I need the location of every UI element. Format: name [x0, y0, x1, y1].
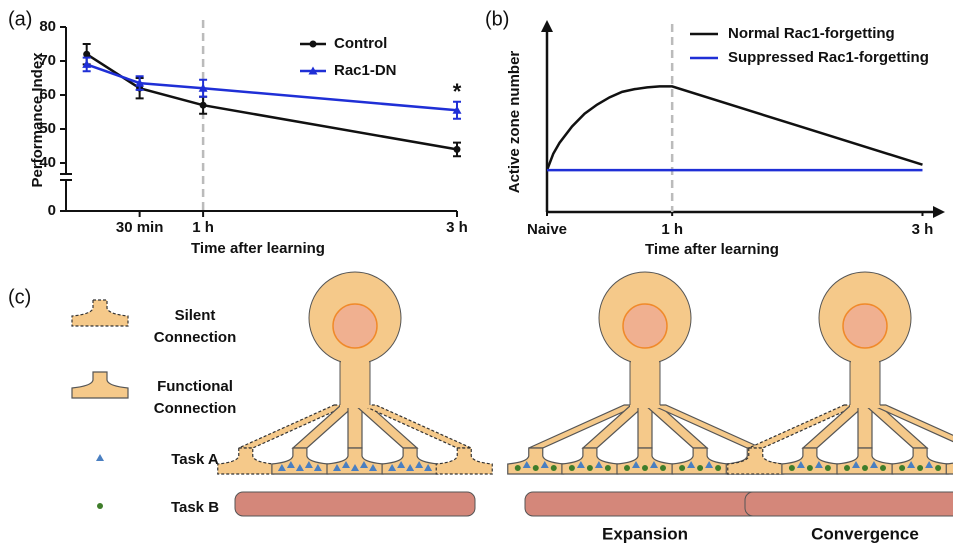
legend-label: Rac1-DN [334, 62, 397, 79]
nucleus [333, 304, 377, 348]
legend-label: Connection [154, 400, 237, 417]
task-b [551, 465, 557, 471]
task-b [899, 465, 905, 471]
task-b [935, 465, 941, 471]
task-b [660, 465, 666, 471]
branch [638, 405, 652, 448]
series-line [547, 86, 922, 170]
silent-terminal [728, 448, 784, 474]
x-tick-label: 3 h [912, 221, 934, 238]
task-b [715, 465, 721, 471]
arrowhead [541, 20, 553, 32]
y-tick-label: 50 [39, 120, 56, 137]
silent-terminal [72, 300, 128, 326]
task-b [789, 465, 795, 471]
nucleus [623, 304, 667, 348]
task-b [844, 465, 850, 471]
panel-label: (c) [8, 286, 31, 308]
task-b [587, 465, 593, 471]
y-tick-label: 80 [39, 18, 56, 35]
y-tick-label: 70 [39, 52, 56, 69]
dendrite [341, 355, 369, 367]
silent-terminal [218, 448, 274, 474]
legend-label: Control [334, 35, 387, 52]
task-b [825, 465, 831, 471]
series-line [87, 54, 457, 149]
x-tick-label: 3 h [446, 219, 468, 236]
caption: Convergence [811, 524, 919, 543]
y-tick-label: 0 [48, 202, 56, 219]
task-b [624, 465, 630, 471]
silent-terminal [436, 448, 492, 474]
panel-label: (a) [8, 8, 32, 30]
target-cell [745, 492, 953, 516]
task-a [96, 454, 104, 461]
task-b [569, 465, 575, 471]
arrowhead [933, 206, 945, 218]
task-b [807, 465, 813, 471]
x-axis-label: Time after learning [191, 240, 325, 257]
marker [454, 146, 461, 153]
y-tick-label: 60 [39, 86, 56, 103]
task-b [605, 465, 611, 471]
legend-label: Silent [175, 307, 216, 324]
task-b [533, 465, 539, 471]
panel-label: (b) [485, 8, 509, 30]
legend-label: Functional [157, 378, 233, 395]
task-b [642, 465, 648, 471]
marker [200, 102, 207, 109]
x-axis-label: Time after learning [645, 241, 779, 258]
figure: (a) (b) (c) Time after learning Performa… [0, 0, 953, 548]
legend-label: Task A [171, 451, 219, 468]
task-b [917, 465, 923, 471]
task-b [697, 465, 703, 471]
task-b [880, 465, 886, 471]
dendrite [851, 355, 879, 367]
task-b [679, 465, 685, 471]
task-b [862, 465, 868, 471]
functional-terminal [72, 372, 128, 398]
legend-label: Normal Rac1-forgetting [728, 25, 895, 42]
x-tick-label: 1 h [192, 219, 214, 236]
legend-label: Connection [154, 329, 237, 346]
x-tick-label: 30 min [116, 219, 164, 236]
annotation: * [453, 79, 462, 104]
marker [310, 41, 317, 48]
y-axis-label: Active zone number [506, 51, 523, 194]
nucleus [843, 304, 887, 348]
branch [348, 405, 362, 448]
target-cell [235, 492, 475, 516]
legend-label: Suppressed Rac1-forgetting [728, 49, 929, 66]
caption: Expansion [602, 524, 688, 543]
legend-label: Task B [171, 499, 219, 516]
x-tick-label: 1 h [661, 221, 683, 238]
x-tick-label: Naive [527, 221, 567, 238]
task-b [97, 503, 103, 509]
target-cell [525, 492, 765, 516]
functional-terminal [946, 448, 953, 474]
branch [858, 405, 872, 448]
y-tick-label: 40 [39, 154, 56, 171]
dendrite [631, 355, 659, 367]
task-b [515, 465, 521, 471]
